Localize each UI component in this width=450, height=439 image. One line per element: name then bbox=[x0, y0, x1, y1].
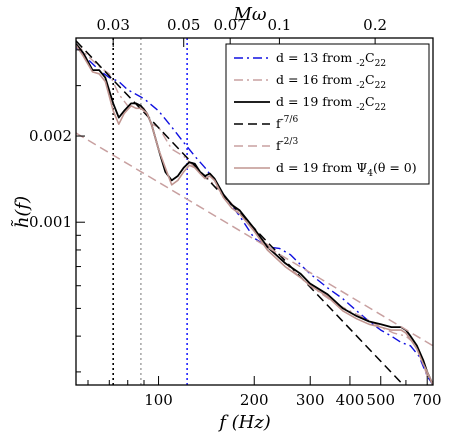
y-axis-title: h̃(f) bbox=[10, 196, 33, 228]
series-line-3 bbox=[76, 43, 433, 385]
legend-label-1: d = 13 from -2C22 bbox=[276, 50, 386, 69]
x-tick-label: 400 bbox=[336, 391, 365, 409]
x-tick-label: 100 bbox=[144, 391, 173, 409]
legend-label-2: d = 16 from -2C22 bbox=[276, 72, 386, 91]
x-tick-label: 500 bbox=[366, 391, 395, 409]
legend-label-5: f-2/3 bbox=[276, 137, 298, 153]
legend-label-4: f-7/6 bbox=[276, 115, 298, 131]
series-lines bbox=[76, 40, 433, 385]
x-axis-title: f (Hz) bbox=[217, 412, 271, 433]
top-axis-title: Mω bbox=[232, 4, 266, 25]
legend-label-3: d = 19 from -2C22 bbox=[276, 94, 386, 113]
top-tick-label: 0.1 bbox=[267, 16, 291, 34]
legend-box bbox=[225, 43, 430, 185]
tick-labels: 100 200 300 400 500 700 0.001 0.002 0.03 0.05 0.07… bbox=[29, 16, 441, 409]
top-tick-label: 0.05 bbox=[167, 16, 200, 34]
x-tick-label: 200 bbox=[240, 391, 269, 409]
top-tick-label: 0.2 bbox=[363, 16, 387, 34]
axis-ticks bbox=[76, 38, 428, 385]
x-tick-label: 300 bbox=[296, 391, 325, 409]
legend: d = 13 from -2C22 d = 16 from -2C22 d = 19… bbox=[225, 43, 430, 185]
y-tick-label: 0.001 bbox=[29, 213, 72, 231]
top-tick-label: 0.07 bbox=[213, 16, 246, 34]
series-line-6 bbox=[76, 44, 433, 385]
legend-label-6: d = 19 from Ψ4(θ = 0) bbox=[276, 160, 417, 179]
y-tick-label: 0.002 bbox=[29, 127, 72, 145]
top-tick-label: 0.03 bbox=[96, 16, 129, 34]
x-tick-label: 700 bbox=[413, 391, 442, 409]
series-line-4 bbox=[76, 40, 405, 385]
vertical-markers bbox=[112, 38, 188, 385]
